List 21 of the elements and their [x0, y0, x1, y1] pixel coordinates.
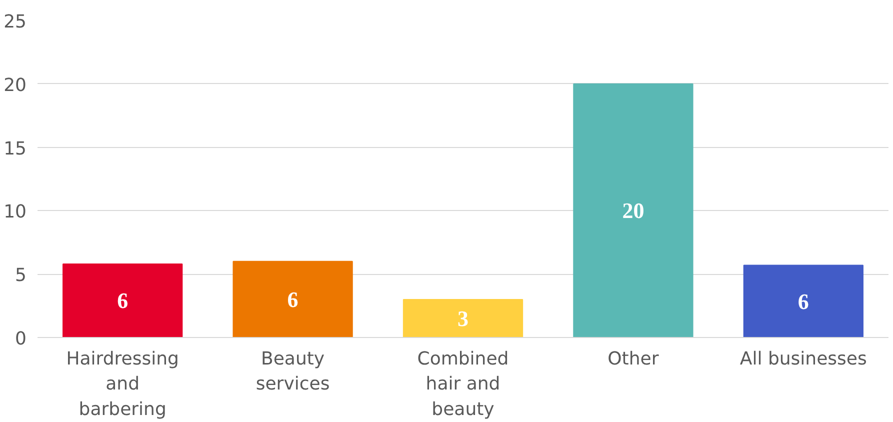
bar	[743, 264, 864, 338]
y-tick-label: 25	[4, 12, 26, 32]
data-label: 20	[622, 198, 644, 224]
bar	[62, 263, 183, 338]
y-tick-label: 10	[4, 202, 26, 223]
y-tick-label: 5	[15, 265, 26, 286]
y-tick-label: 15	[4, 138, 26, 160]
bar	[232, 260, 353, 338]
y-tick-label: 20	[4, 74, 26, 96]
data-label: 3	[458, 306, 468, 331]
bar	[573, 83, 694, 338]
data-label: 6	[287, 286, 298, 312]
x-tick-label: Beauty services	[256, 348, 330, 395]
x-tick-label: Other	[608, 348, 660, 370]
x-tick-label: Combined hair and beauty	[417, 348, 509, 420]
data-label: 6	[798, 288, 809, 314]
data-label: 6	[117, 288, 128, 314]
bar	[402, 298, 524, 338]
x-tick-label: Hairdressing and barbering	[66, 348, 179, 420]
x-tick-label: All businesses	[740, 348, 867, 370]
y-tick-label: 0	[15, 328, 26, 350]
